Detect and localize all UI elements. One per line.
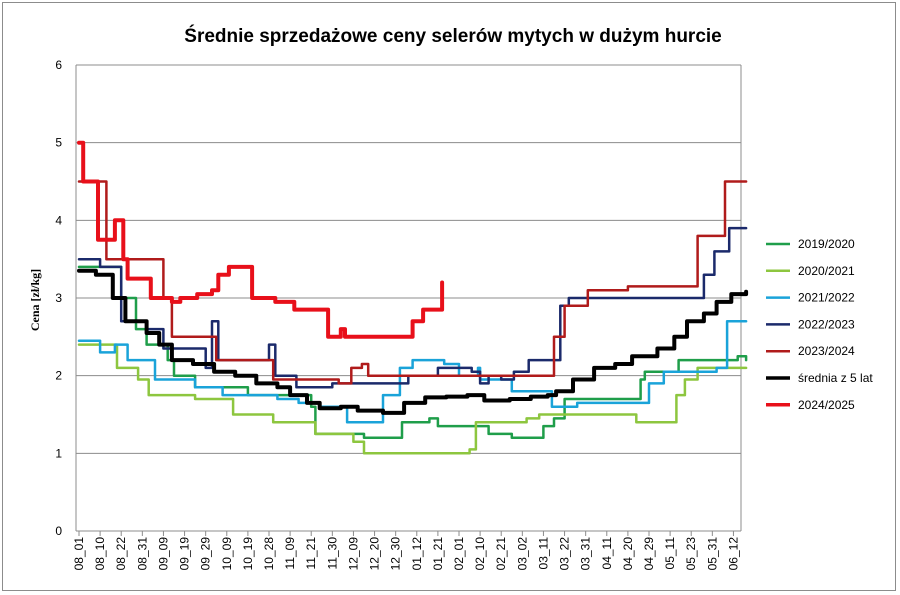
x-tick-label: 04_11 <box>600 537 614 570</box>
x-tick-label: 08_22 <box>114 537 128 571</box>
series-line-6 <box>77 268 749 415</box>
x-tick-label: 02_21 <box>494 537 508 571</box>
x-tick-label: 02_10 <box>473 537 487 571</box>
series-line-2 <box>77 343 748 455</box>
y-tick-label: 4 <box>55 213 62 227</box>
x-tick-label: 11_09 <box>283 537 297 570</box>
y-tick-label: 2 <box>55 369 62 383</box>
y-tick-label: 6 <box>55 58 62 72</box>
y-tick-label: 5 <box>55 136 62 150</box>
legend-label: 2020/2021 <box>798 264 855 278</box>
x-tick-label: 12_09 <box>346 537 360 571</box>
legend-label: średnia z 5 lat <box>798 371 873 385</box>
series-line-4 <box>77 226 748 389</box>
series-line-3 <box>77 320 748 424</box>
x-tick-label: 09_19 <box>178 537 192 571</box>
x-tick-label: 09_09 <box>156 537 170 571</box>
y-axis-label: Cena [zł/kg] <box>28 269 42 331</box>
x-tick-label: 09_29 <box>199 537 213 571</box>
x-tick-label: 06_12 <box>726 537 740 571</box>
x-tick-label: 08_10 <box>93 537 107 571</box>
x-tick-label: 10_09 <box>220 537 234 571</box>
series-line-1 <box>77 265 748 440</box>
x-tick-label: 01_21 <box>431 537 445 571</box>
x-tick-label: 11_21 <box>304 537 318 570</box>
axes <box>75 65 742 536</box>
series-line-5 <box>77 180 748 385</box>
x-tick-label: 03_22 <box>558 537 572 571</box>
x-tick-label: 10_19 <box>241 537 255 571</box>
x-tick-label: 11_30 <box>325 537 339 570</box>
chart-title: Średnie sprzedażowe ceny selerów mytych … <box>184 25 721 47</box>
x-tick-label: 05_31 <box>705 537 719 571</box>
x-tick-label: 03_02 <box>515 537 529 571</box>
x-tick-label: 04_20 <box>621 537 635 571</box>
legend-label: 2024/2025 <box>798 398 855 412</box>
x-tick-label: 12_20 <box>368 537 382 571</box>
legend: 2019/2020 2020/2021 2021/2022 2022/2023 2023… <box>766 237 873 412</box>
tick-labels: 0 1 2 3 4 5 6 08_01 08_10 08_22 08_31 09_09 09_19 09_… <box>55 58 740 570</box>
x-tick-label: 03_31 <box>579 537 593 571</box>
legend-label: 2022/2023 <box>798 317 855 331</box>
x-tick-label: 05_23 <box>684 537 698 571</box>
x-tick-label: 03_11 <box>536 537 550 570</box>
legend-label: 2021/2022 <box>798 291 855 305</box>
line-chart: Średnie sprzedażowe ceny selerów mytych … <box>28 25 873 570</box>
y-tick-label: 1 <box>55 446 62 460</box>
legend-label: 2019/2020 <box>798 237 855 251</box>
legend-label: 2023/2024 <box>798 344 855 358</box>
x-tick-label: 05_11 <box>663 537 677 570</box>
x-tick-label: 04_29 <box>642 537 656 571</box>
x-tick-label: 08_31 <box>135 537 149 571</box>
series-lines <box>77 140 749 455</box>
x-tick-label: 10_28 <box>262 537 276 571</box>
series-line-7 <box>77 140 445 339</box>
y-tick-label: 0 <box>55 524 62 538</box>
x-tick-label: 12_30 <box>389 537 403 571</box>
y-tick-label: 3 <box>55 291 62 305</box>
x-tick-label: 08_01 <box>72 537 86 571</box>
x-tick-label: 01_12 <box>410 537 424 571</box>
x-tick-label: 02_01 <box>452 537 466 571</box>
